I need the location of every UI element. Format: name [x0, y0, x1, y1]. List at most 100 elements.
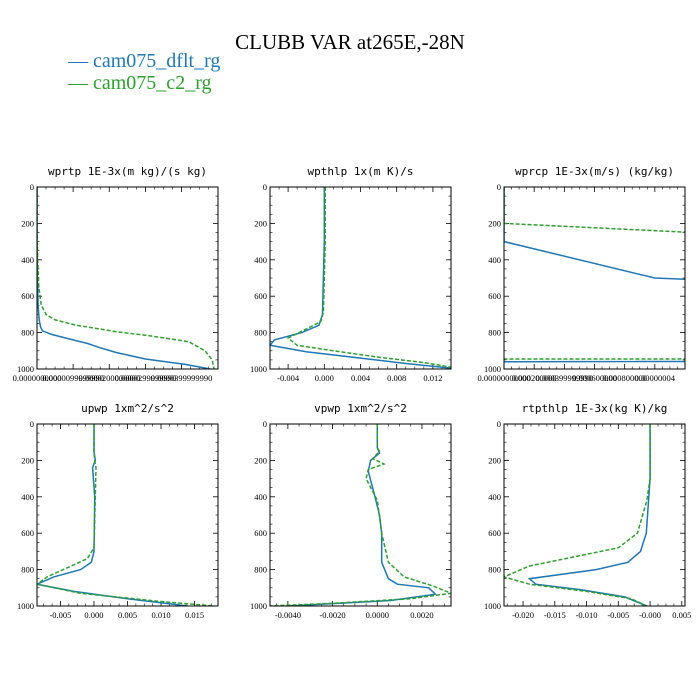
y-tick-label: 200 [254, 455, 267, 465]
x-tick-label: -0.000 [639, 610, 661, 620]
x-tick-label: -0.0020 [319, 610, 345, 620]
legend-entry-c2: — cam075_c2_rg [68, 72, 212, 94]
series-line-cam075_dflt_rg [527, 424, 651, 606]
series-line-cam075_c2_rg [270, 424, 451, 606]
subplot-title: upwp 1xm^2/s^2 [81, 402, 174, 415]
y-tick-label: 1000 [17, 601, 34, 611]
x-tick-label: 0.0020 [410, 610, 433, 620]
subplot-6: rtpthlp 1E-3x(kg K)/kg 0 200 400 600 800 1000 -… [484, 402, 691, 620]
figure-title: CLUBB VAR at265E,-28N [235, 30, 465, 54]
x-tick-label: 0.004 [351, 373, 371, 383]
y-tick-label: 600 [488, 528, 501, 538]
subplot-title: rtpthlp 1E-3x(kg K)/kg [522, 402, 668, 415]
subplot-title: wprcp 1E-3x(m/s) (kg/kg) [515, 165, 674, 178]
x-tick-label: -0.005 [49, 610, 71, 620]
plot-frame [269, 423, 452, 607]
x-tick-label: 0.010 [151, 610, 170, 620]
y-tick-label: 1000 [484, 364, 501, 374]
subplot-title: wpthlp 1x(m K)/s [308, 165, 414, 178]
plot-frame [269, 186, 452, 370]
x-tick-label: 0.012 [423, 373, 442, 383]
subplot-title: wprtp 1E-3x(m kg)/(s kg) [48, 165, 207, 178]
series-line-cam075_dflt_rg [504, 187, 685, 363]
y-tick-label: 0 [497, 182, 501, 192]
x-tick-label: 0.0000200000000 [78, 373, 140, 383]
x-tick-label: -0.004 [277, 373, 300, 383]
x-tick-label: 0.00000000000 [477, 373, 530, 383]
x-tick-label: 0.000 [315, 373, 334, 383]
x-tick-label: -0.005 [607, 610, 629, 620]
x-tick-label: 0.00000004 [635, 373, 676, 383]
x-tick-label: 0.000600000 [572, 373, 617, 383]
series-line-cam075_c2_rg [286, 187, 451, 368]
x-tick-label: -0.015 [544, 610, 566, 620]
x-tick-label: 0.005 [672, 610, 691, 620]
series-line-cam075_dflt_rg [270, 187, 451, 369]
y-tick-label: 1000 [250, 601, 267, 611]
series-line-cam075_dflt_rg [287, 424, 438, 606]
x-tick-label: 0.0000099999990 [42, 373, 104, 383]
y-tick-label: 1000 [250, 364, 267, 374]
series-line-cam075_dflt_rg [37, 424, 188, 606]
x-tick-label: 0.008 [387, 373, 406, 383]
y-tick-label: 600 [488, 291, 501, 301]
x-tick-label: 0.0000 [366, 610, 389, 620]
x-tick-label: 0.015 [185, 610, 204, 620]
y-tick-label: 200 [21, 455, 34, 465]
x-tick-label: 0.0000000000 [13, 373, 62, 383]
x-tick-label: 0.000 [84, 610, 103, 620]
subplot-2: wpthlp 1x(m K)/s 0 200 400 600 800 1000 -0.004 0… [250, 165, 452, 383]
y-tick-label: 800 [254, 565, 267, 575]
y-tick-label: 200 [488, 218, 501, 228]
y-tick-label: 200 [21, 218, 34, 228]
plot-frame [503, 423, 686, 607]
x-tick-label: -0.0040 [275, 610, 301, 620]
y-tick-label: 0 [30, 419, 34, 429]
y-tick-label: 600 [21, 291, 34, 301]
y-tick-label: 400 [254, 492, 267, 502]
y-tick-label: 200 [488, 455, 501, 465]
x-tick-label: 0.0000399999990 [151, 373, 213, 383]
y-tick-label: 400 [488, 255, 501, 265]
series-line-cam075_c2_rg [504, 424, 651, 606]
subplot-1: wprtp 1E-3x(m kg)/(s kg) 0 200 400 600 800 100… [13, 165, 219, 383]
x-tick-label: 0.000800000 [602, 373, 647, 383]
y-tick-label: 800 [21, 328, 34, 338]
y-tick-label: 800 [488, 565, 501, 575]
y-tick-label: 600 [254, 528, 267, 538]
series-line-cam075_dflt_rg [37, 187, 211, 369]
plot-frame [503, 186, 686, 370]
y-tick-label: 800 [21, 565, 34, 575]
x-tick-label: 0.000399999990 [536, 373, 593, 383]
y-tick-label: 1000 [484, 601, 501, 611]
x-tick-label: -0.020 [512, 610, 534, 620]
subplot-3: wprcp 1E-3x(m/s) (kg/kg) 0 200 400 600 800 100… [477, 165, 686, 383]
plot-frame [36, 186, 219, 370]
y-tick-label: 0 [263, 182, 267, 192]
series-line-cam075_c2_rg [504, 187, 685, 360]
legend-entry-dflt: — cam075_dflt_rg [68, 50, 221, 72]
subplot-4: upwp 1xm^2/s^2 0 200 400 600 800 1000 -0.005 0.0… [17, 402, 219, 620]
y-tick-label: 400 [254, 255, 267, 265]
y-tick-label: 400 [21, 492, 34, 502]
x-tick-label: -0.010 [576, 610, 598, 620]
y-tick-label: 1000 [17, 364, 34, 374]
y-tick-label: 0 [30, 182, 34, 192]
subplot-5: vpwp 1xm^2/s^2 0 200 400 600 800 1000 -0.0040 -0… [250, 402, 452, 620]
series-line-cam075_c2_rg [37, 424, 215, 606]
series-line-cam075_c2_rg [37, 187, 215, 369]
plot-frame [36, 423, 219, 607]
y-tick-label: 800 [254, 328, 267, 338]
y-tick-label: 400 [21, 255, 34, 265]
y-tick-label: 0 [497, 419, 501, 429]
x-tick-label: 0.000200000 [512, 373, 557, 383]
subplot-title: vpwp 1xm^2/s^2 [314, 402, 407, 415]
x-tick-label: 0.0000299999990 [115, 373, 177, 383]
y-tick-label: 600 [254, 291, 267, 301]
y-tick-label: 400 [488, 492, 501, 502]
x-tick-label: 0.005 [118, 610, 137, 620]
y-tick-label: 0 [263, 419, 267, 429]
y-tick-label: 800 [488, 328, 501, 338]
y-tick-label: 600 [21, 528, 34, 538]
